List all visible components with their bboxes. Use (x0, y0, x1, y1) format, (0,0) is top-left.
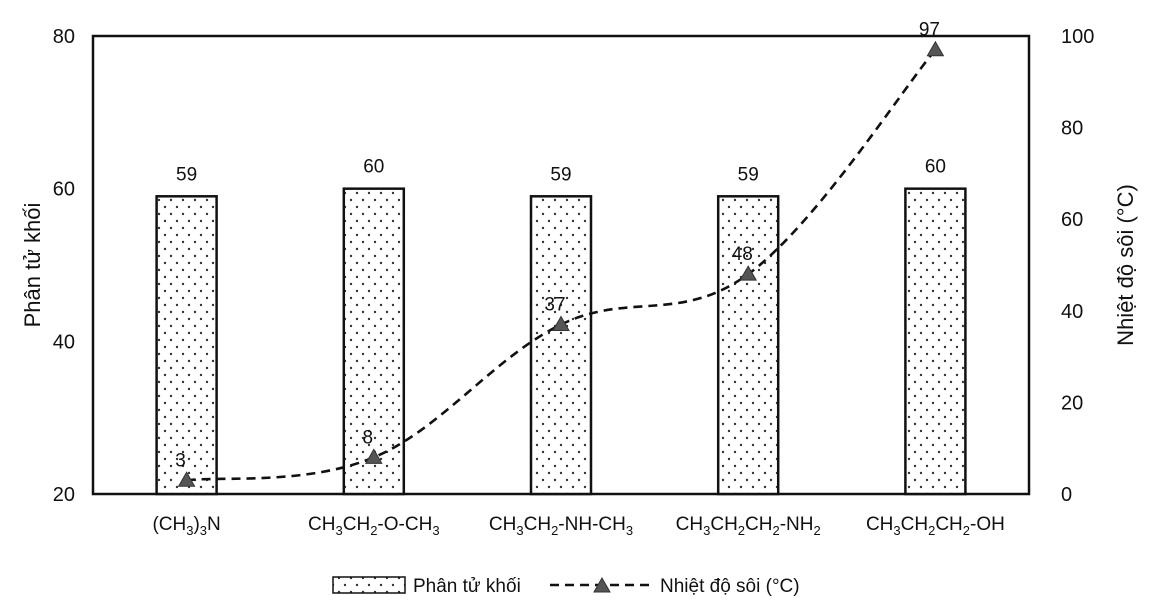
y2-tick-label: 40 (1061, 301, 1083, 323)
y2-tick-label: 100 (1061, 26, 1094, 48)
legend-line-marker (593, 576, 611, 593)
legend-bar-label: Phân tử khối (413, 576, 521, 597)
bar-data-label: 59 (738, 164, 759, 185)
line-data-label: 8 (363, 427, 374, 448)
x-tick-label: CH3CH2CH2-NH2 (676, 514, 821, 538)
bar (342, 187, 406, 496)
bar-data-label: 59 (550, 164, 571, 185)
y-axis-title: Phân tử khối (20, 203, 45, 328)
y2-tick-label: 80 (1061, 118, 1083, 140)
line-point (739, 265, 758, 281)
legend: Phân tử khối Nhiệt độ sôi (°C) (332, 576, 800, 597)
bar-data-label: 60 (925, 157, 946, 178)
x-tick-label: CH3CH2-NH-CH3 (489, 514, 633, 538)
line-data-label: 3 (175, 450, 186, 471)
line-series (186, 48, 937, 482)
y2-tick-label: 0 (1061, 484, 1072, 506)
y-tick-label: 20 (53, 484, 75, 506)
bar (529, 195, 593, 496)
line-point (926, 40, 945, 57)
x-tick-label: CH3CH2-O-CH3 (308, 514, 440, 538)
line-point (364, 448, 383, 464)
bar (904, 187, 967, 496)
bar-data-label: 59 (176, 164, 197, 185)
line-data-label: 48 (732, 244, 753, 265)
y2-axis-title: Nhiệt độ sôi (°C) (1113, 184, 1138, 346)
legend-line-label: Nhiệt độ sôi (°C) (660, 576, 800, 597)
line-point (177, 471, 196, 487)
line-data-label: 97 (919, 20, 940, 41)
y-tick-label: 60 (53, 179, 75, 201)
y-tick-label: 40 (53, 331, 75, 353)
x-tick-label: CH3CH2CH2-OH (866, 514, 1005, 538)
y2-tick-label: 20 (1061, 392, 1083, 414)
y2-tick-label: 60 (1061, 209, 1083, 231)
line-data-label: 37 (544, 295, 565, 316)
legend-bar-swatch (332, 576, 406, 594)
bar (155, 195, 218, 496)
bar (716, 195, 780, 496)
x-tick-label: (CH3)3N (152, 514, 220, 538)
bar-data-label: 60 (363, 157, 384, 178)
line-point (552, 315, 570, 332)
y-tick-label: 80 (53, 26, 75, 48)
